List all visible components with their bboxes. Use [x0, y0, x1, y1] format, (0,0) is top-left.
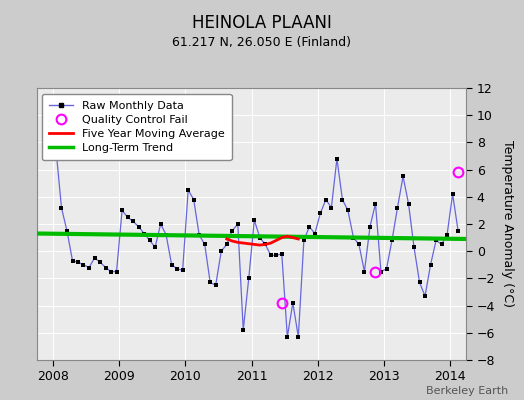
- Text: HEINOLA PLAANI: HEINOLA PLAANI: [192, 14, 332, 32]
- Legend: Raw Monthly Data, Quality Control Fail, Five Year Moving Average, Long-Term Tren: Raw Monthly Data, Quality Control Fail, …: [42, 94, 232, 160]
- Y-axis label: Temperature Anomaly (°C): Temperature Anomaly (°C): [501, 140, 514, 308]
- Text: 61.217 N, 26.050 E (Finland): 61.217 N, 26.050 E (Finland): [172, 36, 352, 49]
- Text: Berkeley Earth: Berkeley Earth: [426, 386, 508, 396]
